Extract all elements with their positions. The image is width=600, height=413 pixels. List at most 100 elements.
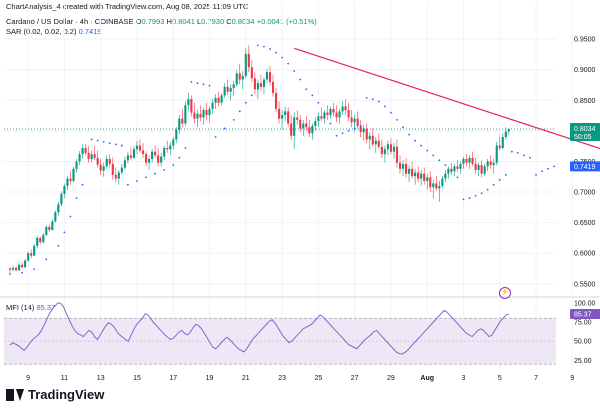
sar-dot	[444, 164, 447, 167]
candle-body	[368, 135, 371, 140]
sar-dot	[81, 183, 84, 186]
candle-body	[93, 154, 96, 158]
symbol-label[interactable]: Cardano / US Dollar · 4h · COINBASE	[6, 17, 134, 26]
sar-dot	[172, 164, 175, 167]
price-axis-tick: 0.9500	[574, 37, 596, 44]
sar-dot	[33, 268, 36, 270]
time-axis-tick: 3	[462, 375, 466, 382]
candle-body	[456, 166, 459, 169]
sar-dot	[504, 174, 507, 176]
sar-dot	[365, 96, 368, 99]
candle-body	[18, 264, 21, 271]
candle-body	[395, 146, 399, 163]
candle-body	[480, 165, 483, 174]
sar-dot	[408, 133, 410, 136]
candle-body	[220, 95, 223, 103]
candle-body	[178, 118, 181, 130]
mfi-axis-tick: 100.00	[574, 300, 596, 307]
sar-label[interactable]: SAR (0.02, 0.02, 0.2)	[6, 27, 77, 36]
candle-body	[477, 165, 480, 171]
candle-body	[123, 160, 126, 168]
candle-body	[51, 221, 54, 230]
sar-dot	[299, 78, 302, 81]
candle-body	[141, 150, 145, 155]
candle-body	[214, 97, 217, 103]
candle-body	[175, 129, 178, 140]
candle-body	[256, 83, 259, 90]
candle-body	[299, 119, 302, 129]
sar-dot	[523, 154, 525, 157]
candle-body	[314, 121, 317, 127]
candle-body	[154, 151, 157, 156]
sar-dot	[102, 141, 105, 143]
candle-body	[169, 145, 172, 150]
candle-body	[63, 185, 66, 194]
sar-dot	[317, 101, 320, 104]
brand-name: TradingView	[28, 387, 105, 402]
price-axis-tick: 0.6000	[574, 251, 596, 258]
sar-dot	[244, 101, 247, 104]
sar-dot	[69, 215, 72, 218]
indicator-settings-icon[interactable]: ⚡	[499, 287, 511, 299]
candle-body	[453, 166, 456, 172]
candle-body	[24, 260, 27, 268]
sar-dot	[426, 149, 429, 152]
candle-body	[66, 178, 69, 186]
sar-dot	[323, 112, 326, 115]
sar-dot	[486, 188, 489, 191]
candle-body	[489, 161, 492, 166]
candle-body	[223, 86, 226, 96]
last-price-badge	[570, 123, 600, 142]
candle-body	[72, 168, 75, 182]
mfi-label[interactable]: MFI (14)	[6, 303, 35, 312]
candle-body	[193, 112, 196, 119]
sar-dot	[492, 183, 495, 186]
candle-body	[426, 177, 429, 182]
candle-body	[501, 137, 504, 149]
candle-body	[48, 226, 51, 230]
sar-dot	[498, 178, 501, 181]
candle-body	[138, 145, 142, 151]
sar-dot	[263, 45, 265, 48]
candle-body	[308, 127, 311, 134]
c-value: 0.8034	[231, 17, 255, 26]
candle-body	[160, 156, 163, 163]
sar-dot	[269, 48, 271, 50]
candle-body	[42, 234, 45, 243]
mfi-badge	[570, 309, 600, 320]
candle-body	[383, 149, 386, 155]
sar-dot	[202, 83, 205, 86]
sar-dot	[75, 197, 78, 200]
sar-dot	[468, 197, 471, 200]
candle-body	[238, 73, 241, 80]
candle-body	[284, 111, 287, 115]
candle-body	[126, 155, 129, 161]
candle-body	[14, 267, 18, 271]
sar-badge-value: 0.7419	[574, 164, 596, 171]
sar-dot	[163, 169, 166, 171]
candle-body	[45, 226, 48, 235]
candle-body	[498, 145, 501, 149]
sar-dot	[63, 231, 66, 234]
candle-body	[268, 72, 272, 82]
candle-body	[54, 212, 57, 222]
sar-dot	[335, 134, 338, 137]
mfi-value: 85.37	[36, 303, 56, 312]
candle-body	[190, 99, 193, 113]
last-price-badge-value: 0.8034	[574, 126, 596, 133]
sar-dot	[120, 144, 123, 147]
sar-dot	[311, 94, 314, 97]
candle-body	[271, 81, 275, 93]
l-value: 0.7930	[201, 17, 225, 26]
candle-body	[60, 193, 63, 205]
candle-body	[99, 164, 102, 171]
candle-body	[39, 237, 42, 243]
candle-body	[235, 73, 238, 85]
candle-body	[205, 110, 208, 115]
candle-body	[371, 135, 374, 145]
sar-value: 0.7419	[78, 27, 102, 36]
candle-body	[135, 145, 139, 150]
candle-body	[356, 118, 359, 127]
candle-body	[132, 149, 136, 158]
